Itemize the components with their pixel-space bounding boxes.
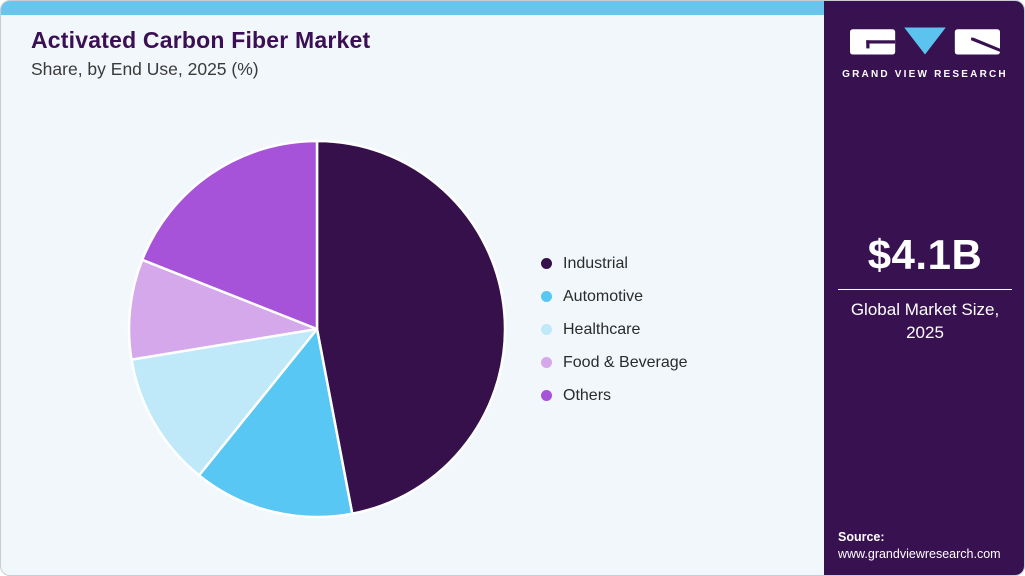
pie-slice-healthcare (130, 327, 319, 477)
chart-header: Activated Carbon Fiber Market Share, by … (31, 27, 791, 80)
pie-slice-food-beverage (127, 258, 319, 361)
pie-chart-container (127, 139, 507, 519)
legend-item-industrial: Industrial (541, 253, 688, 274)
market-size-divider (838, 289, 1012, 290)
brand-name: GRAND VIEW RESEARCH (842, 69, 1008, 80)
brand-sidebar: GRAND VIEW RESEARCH $4.1B Global Market … (824, 1, 1024, 575)
legend-label: Healthcare (563, 320, 641, 338)
legend-label: Automotive (563, 287, 644, 305)
legend-dot-icon (541, 357, 552, 368)
legend-item-food-beverage: Food & Beverage (541, 352, 688, 373)
gvr-logo-icon (850, 27, 1000, 55)
market-size-caption: Global Market Size, 2025 (850, 300, 1000, 342)
legend-dot-icon (541, 390, 552, 401)
accent-top-bar (1, 1, 824, 15)
page-subtitle: Share, by End Use, 2025 (%) (31, 59, 259, 79)
legend-item-others: Others (541, 385, 688, 406)
source-block: Source: www.grandviewresearch.com (838, 530, 1001, 561)
legend-dot-icon (541, 258, 552, 269)
legend: Industrial Automotive Healthcare Food & Bev… (541, 253, 688, 406)
legend-label: Industrial (563, 254, 628, 272)
pie-slice-others (140, 139, 319, 331)
source-url[interactable]: www.grandviewresearch.com (838, 547, 1001, 561)
legend-label: Others (563, 386, 612, 404)
legend-dot-icon (541, 291, 552, 302)
market-size-value: $4.1B (867, 231, 983, 278)
legend-label: Food & Beverage (563, 353, 688, 371)
pie-slice-automotive (197, 327, 354, 519)
brand-logo-block: GRAND VIEW RESEARCH (824, 23, 1024, 80)
pie-slice-industrial (315, 139, 507, 515)
page-title: Activated Carbon Fiber Market (31, 27, 371, 53)
market-size-block: $4.1B Global Market Size, 2025 (824, 231, 1024, 345)
legend-item-healthcare: Healthcare (541, 319, 688, 340)
pie-chart (127, 139, 507, 519)
legend-dot-icon (541, 324, 552, 335)
source-label: Source: (838, 530, 885, 544)
legend-item-automotive: Automotive (541, 286, 688, 307)
